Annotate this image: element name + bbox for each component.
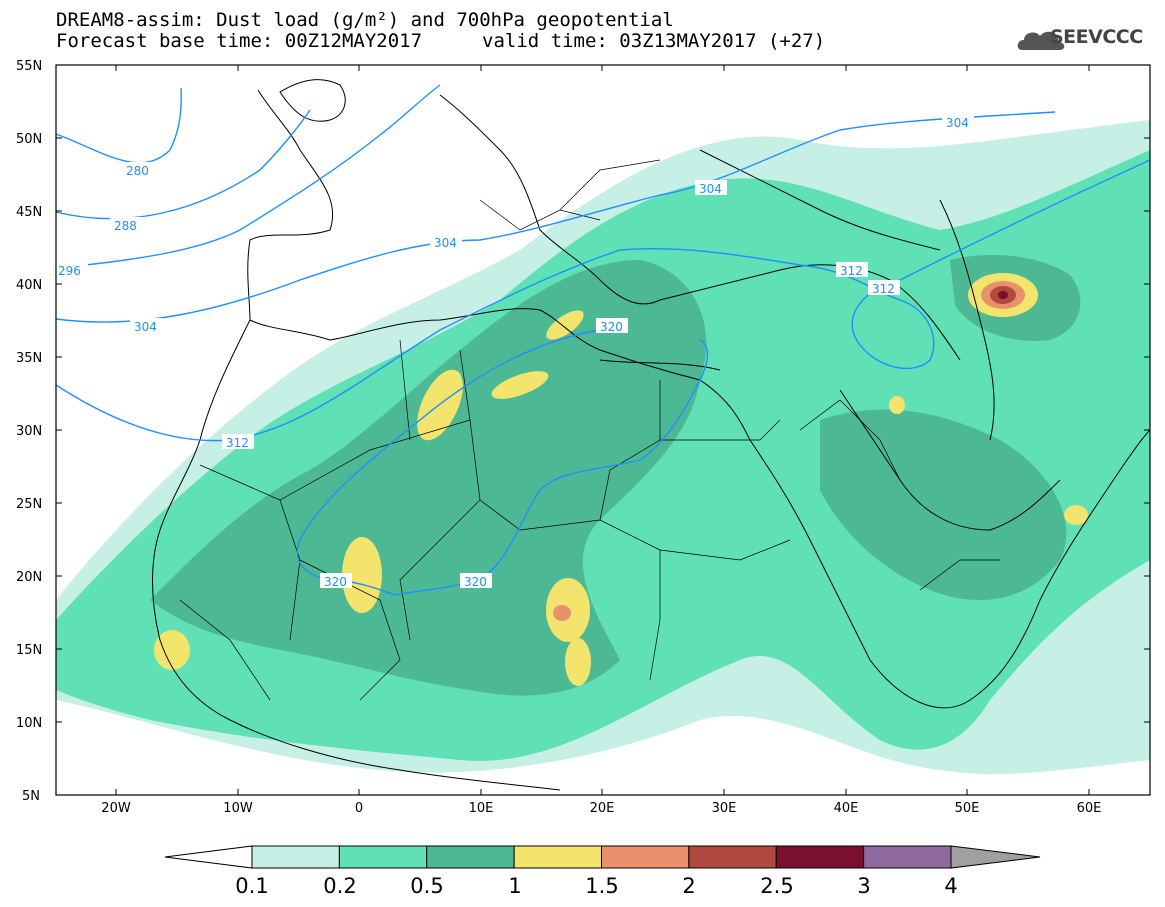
contour-label: 320 xyxy=(464,575,487,589)
lon-ticks xyxy=(115,65,1090,795)
lon-label: 0 xyxy=(355,801,363,816)
colorbar-label: 4 xyxy=(944,874,957,898)
lon-label: 30E xyxy=(712,801,737,816)
contour-label: 304 xyxy=(434,236,457,250)
dust-patch-chad-south xyxy=(565,638,591,686)
colorbar-label: 3 xyxy=(857,874,870,898)
coastlines xyxy=(152,79,1150,791)
forecast-base-time: Forecast base time: 00Z12MAY2017 xyxy=(56,30,423,52)
logo-text: SEEVCCC xyxy=(1050,26,1143,48)
colorbar-low-arrow xyxy=(164,845,253,869)
lat-label: 40N xyxy=(16,278,42,293)
colorbar-cell xyxy=(601,845,690,869)
lon-label: 40E xyxy=(834,801,859,816)
colorbar-cell xyxy=(338,845,428,869)
colorbar-cell xyxy=(513,845,602,869)
dust-patch-senegal xyxy=(154,630,190,670)
colorbar-cell xyxy=(688,845,777,869)
lat-label: 5N xyxy=(22,789,40,804)
lon-label: 60E xyxy=(1077,801,1102,816)
dust-patch-oman xyxy=(1064,505,1088,525)
dust-patch-chad-orange xyxy=(553,605,571,621)
contour-304 xyxy=(56,111,1056,323)
colorbar-labels: 0.1 0.2 0.5 1 1.5 2 2.5 3 4 xyxy=(235,874,957,898)
contour-label: 296 xyxy=(58,264,81,278)
colorbar-high-arrow xyxy=(950,845,1041,869)
contour-label: 312 xyxy=(226,436,249,450)
valid-time: valid time: 03Z13MAY2017 (+27) xyxy=(482,30,826,52)
lon-label: 20E xyxy=(590,801,615,816)
lon-axis: 20W 10W 0 10E 20E 30E 40E 50E 60E xyxy=(101,801,1101,816)
contour-label: 312 xyxy=(840,264,863,278)
lat-label: 20N xyxy=(16,570,42,585)
lon-label: 10W xyxy=(223,801,253,816)
colorbar-label: 0.1 xyxy=(235,874,268,898)
contour-label: 304 xyxy=(946,116,969,130)
lat-label: 45N xyxy=(16,205,42,220)
colorbar-cell xyxy=(251,845,340,869)
lat-label: 25N xyxy=(16,497,42,512)
contour-label: 320 xyxy=(324,575,347,589)
dust-patch-iraq xyxy=(889,396,905,414)
colorbar-label: 0.2 xyxy=(323,874,356,898)
lat-ticks xyxy=(56,137,1150,723)
contour-296 xyxy=(56,84,441,269)
colorbar-cell xyxy=(775,845,865,869)
colorbar-label: 1.5 xyxy=(585,874,618,898)
dust-patch-med xyxy=(546,310,584,340)
cloud-icon xyxy=(1017,31,1065,50)
colorbar-label: 2 xyxy=(682,874,695,898)
colorbar: 0.1 0.2 0.5 1 1.5 2 2.5 3 4 xyxy=(164,845,1041,898)
contour-label: 304 xyxy=(699,182,722,196)
lat-label: 10N xyxy=(16,716,42,731)
lat-label: 30N xyxy=(16,424,42,439)
contour-288 xyxy=(56,109,311,220)
contour-label: 320 xyxy=(600,320,623,334)
contour-320 xyxy=(296,329,709,596)
map-title: DREAM8-assim: Dust load (g/m²) and 700hP… xyxy=(56,9,674,31)
contour-label: 288 xyxy=(114,219,137,233)
lat-label: 50N xyxy=(16,132,42,147)
contour-label: 280 xyxy=(126,164,149,178)
contour-labels: 280 288 296 304 304 304 304 312 312 312 … xyxy=(56,114,974,589)
lat-label: 15N xyxy=(16,643,42,658)
dust-field-dark-east xyxy=(820,409,1067,600)
colorbar-cell xyxy=(863,845,952,869)
colorbar-cell xyxy=(426,845,515,869)
colorbar-label: 2.5 xyxy=(760,874,793,898)
lat-label: 55N xyxy=(16,59,42,74)
colorbar-label: 0.5 xyxy=(410,874,443,898)
lat-label: 35N xyxy=(16,351,42,366)
dust-patch-algeria xyxy=(417,369,463,441)
contour-label: 312 xyxy=(872,282,895,296)
colorbar-label: 1 xyxy=(508,874,521,898)
lon-label: 10E xyxy=(469,801,494,816)
lat-axis: 55N 50N 45N 40N 35N 30N 25N 20N 15N 10N … xyxy=(16,59,42,804)
dust-patch-turkmen-max xyxy=(998,291,1008,299)
lon-label: 20W xyxy=(101,801,131,816)
dust-patch-tunisia xyxy=(491,371,549,399)
contour-280 xyxy=(56,87,182,164)
contour-label: 304 xyxy=(134,320,157,334)
dust-patch-mali xyxy=(342,537,382,613)
lon-label: 50E xyxy=(955,801,980,816)
